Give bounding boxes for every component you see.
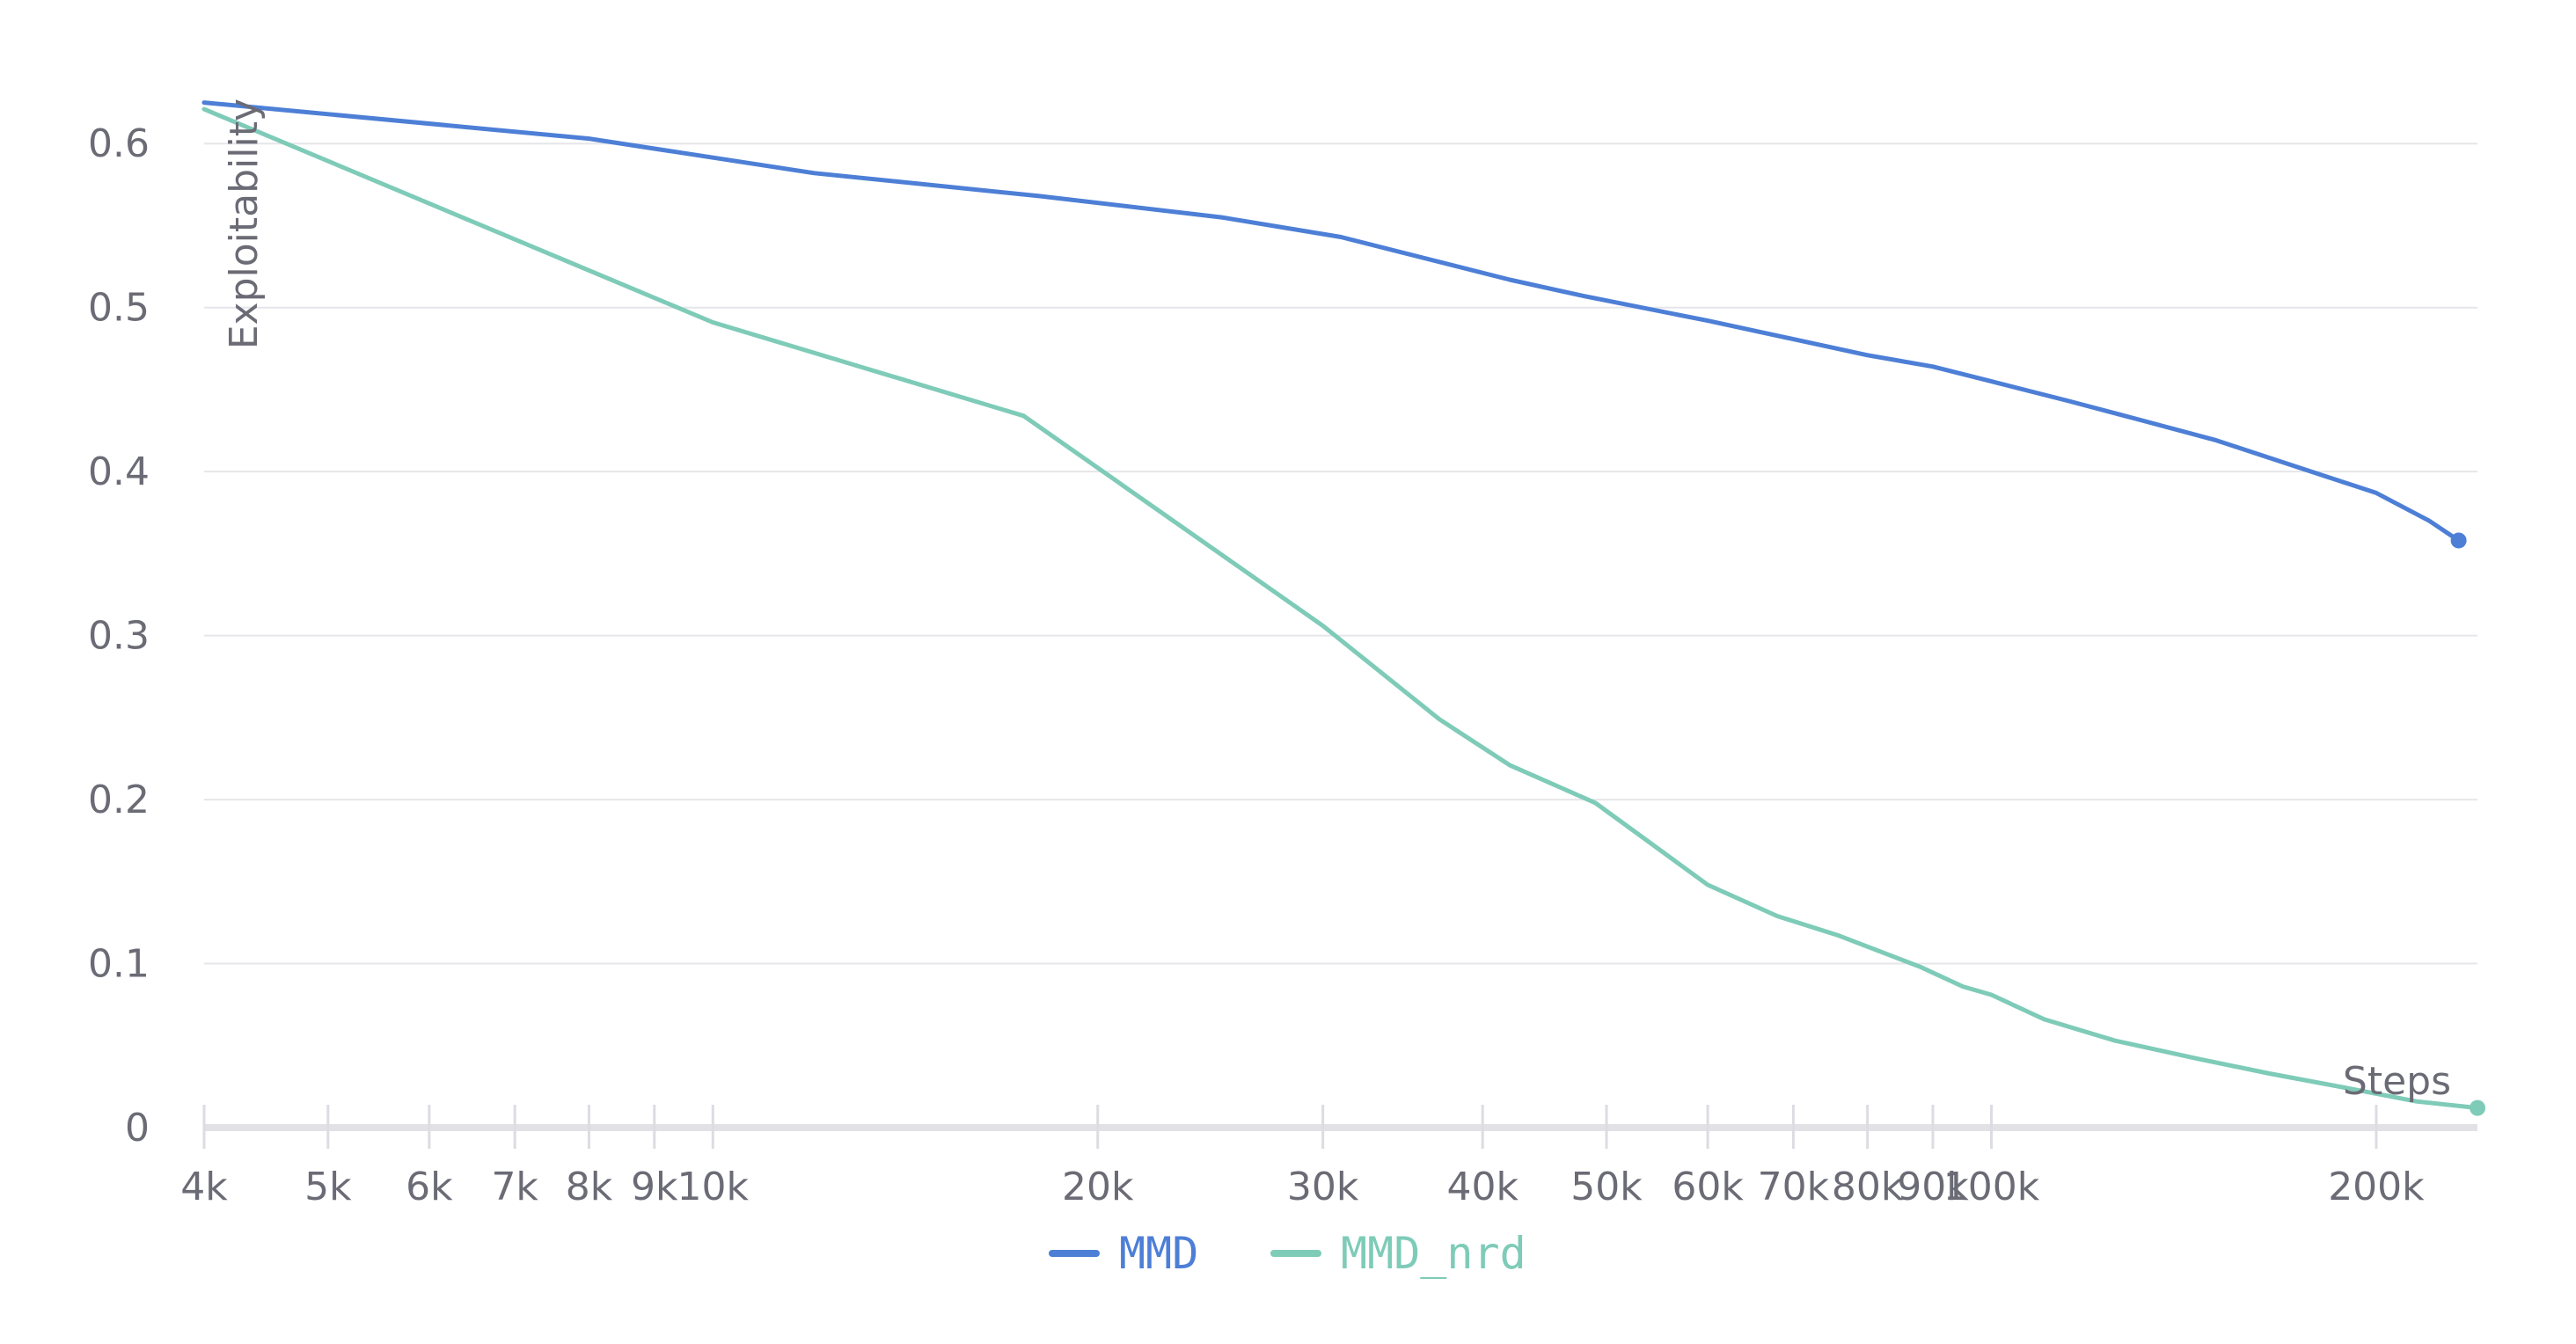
- legend-label: MMD_nrd: [1341, 1228, 1526, 1279]
- series-endpoint-marker: [2470, 1099, 2485, 1116]
- x-tick-label: 7k: [491, 1165, 538, 1209]
- x-tick-label: 20k: [1062, 1165, 1134, 1209]
- x-tick-label: 6k: [406, 1165, 453, 1209]
- series-lines: [201, 100, 2485, 1116]
- x-tick-label: 9k: [631, 1165, 678, 1209]
- y-axis-title: Exploitability: [222, 99, 267, 349]
- x-tick-label: 30k: [1287, 1165, 1359, 1209]
- legend-label: MMD: [1119, 1228, 1198, 1279]
- x-tick-label: 80k: [1832, 1165, 1904, 1209]
- y-tick-label: 0.2: [88, 778, 150, 822]
- x-tick-label: 70k: [1758, 1165, 1830, 1209]
- y-tick-label: 0.1: [88, 942, 150, 987]
- series-endpoint-marker: [2450, 532, 2467, 549]
- y-tick-label: 0.3: [88, 614, 150, 659]
- x-tick-label: 40k: [1446, 1165, 1519, 1209]
- x-tick-label: 100k: [1943, 1165, 2040, 1209]
- x-tick-label: 90k: [1897, 1165, 1969, 1209]
- x-tick-label: 5k: [304, 1165, 352, 1209]
- gridlines: [204, 142, 2477, 965]
- x-axis: 4k 5k 6k 7k 8k 9k 10k 20k 30k 40k 50k 60k 70k 80k90k1…: [180, 1105, 2477, 1209]
- x-axis-title: Steps: [2343, 1059, 2451, 1104]
- x-tick-label: 8k: [566, 1165, 613, 1209]
- y-tick-label: 0.5: [88, 286, 150, 331]
- legend: MMD MMD_nrd: [1049, 1228, 1526, 1279]
- y-axis: 0 0.1 0.2 0.3 0.4 0.5 0.6: [88, 121, 150, 1150]
- series-line-1: [201, 100, 2462, 543]
- x-tick-label: 10k: [677, 1165, 750, 1209]
- x-tick-label: 60k: [1672, 1165, 1744, 1209]
- y-tick-label: 0.4: [88, 449, 150, 494]
- y-tick-label: 0: [125, 1106, 150, 1150]
- series-line-2: [201, 106, 2480, 1111]
- y-tick-label: 0.6: [88, 121, 150, 166]
- x-tick-label: 200k: [2328, 1165, 2425, 1209]
- x-tick-label: 50k: [1570, 1165, 1643, 1209]
- x-tick-label: 4k: [180, 1165, 228, 1209]
